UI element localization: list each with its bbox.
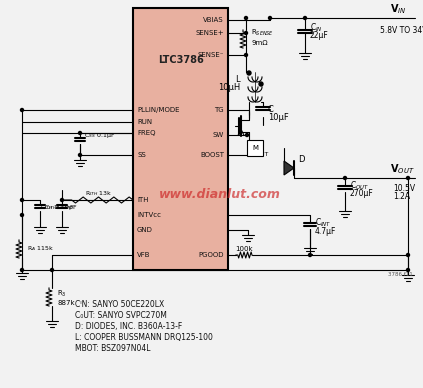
Text: MBOT: BSZ097N04L: MBOT: BSZ097N04L <box>75 344 151 353</box>
Text: SW: SW <box>213 132 224 138</box>
Text: INTVᴄᴄ: INTVᴄᴄ <box>137 212 161 218</box>
Text: 10μH: 10μH <box>218 83 240 92</box>
Text: R$_A$ 115k: R$_A$ 115k <box>27 244 54 253</box>
Text: 3786 f11: 3786 f11 <box>388 272 413 277</box>
Text: 9mΩ: 9mΩ <box>251 40 268 46</box>
Text: PLLIN/MODE: PLLIN/MODE <box>137 107 179 113</box>
Circle shape <box>79 154 82 156</box>
Circle shape <box>20 268 24 272</box>
Circle shape <box>407 253 409 256</box>
Circle shape <box>407 177 409 180</box>
Text: SENSE+: SENSE+ <box>195 30 224 36</box>
Text: VFB: VFB <box>137 252 151 258</box>
Text: C$_{ITHA}$ 10pF: C$_{ITHA}$ 10pF <box>44 203 78 211</box>
Circle shape <box>247 71 251 75</box>
Text: L: L <box>235 76 240 85</box>
Text: C$_{ITH}$ 100nF: C$_{ITH}$ 100nF <box>40 204 75 213</box>
Text: 100k: 100k <box>235 246 253 252</box>
Text: RUN: RUN <box>137 119 152 125</box>
Circle shape <box>60 199 63 201</box>
Text: M: M <box>252 145 258 151</box>
Text: GND: GND <box>137 227 153 233</box>
Text: PGOOD: PGOOD <box>198 252 224 258</box>
Circle shape <box>259 82 263 86</box>
Text: 270μF: 270μF <box>350 189 374 199</box>
Text: R$_{SENSE}$: R$_{SENSE}$ <box>251 28 274 38</box>
Circle shape <box>407 268 409 272</box>
Text: V$_{OUT}$: V$_{OUT}$ <box>390 162 415 176</box>
Text: 10μF: 10μF <box>268 113 289 121</box>
Text: R$_3$
887k: R$_3$ 887k <box>57 288 74 306</box>
Text: ITH: ITH <box>137 197 148 203</box>
Text: VBIAS: VBIAS <box>203 17 224 23</box>
Circle shape <box>20 213 24 217</box>
Text: C$_{INT}$: C$_{INT}$ <box>315 217 332 229</box>
Circle shape <box>20 109 24 111</box>
Text: CᴵN: SANYO 50CE220LX: CᴵN: SANYO 50CE220LX <box>75 300 164 309</box>
Circle shape <box>244 54 247 57</box>
Bar <box>247 140 263 156</box>
Text: C$_{OUT}$: C$_{OUT}$ <box>350 180 369 192</box>
Text: BOOST: BOOST <box>200 152 224 158</box>
Circle shape <box>20 199 24 201</box>
Text: TG: TG <box>214 107 224 113</box>
Circle shape <box>245 133 248 137</box>
Text: 5.8V TO 34V: 5.8V TO 34V <box>380 26 423 35</box>
Polygon shape <box>284 161 294 175</box>
Text: D: D <box>298 154 305 163</box>
Text: 10.5V: 10.5V <box>393 184 415 193</box>
Text: 1.2A: 1.2A <box>393 192 410 201</box>
Text: D: DIODES, INC. B360A-13-F: D: DIODES, INC. B360A-13-F <box>75 322 182 331</box>
Text: 22μF: 22μF <box>310 31 329 40</box>
Text: 4.7μF: 4.7μF <box>315 227 336 236</box>
Text: C$_{IN}$: C$_{IN}$ <box>310 22 323 34</box>
Text: V$_{IN}$: V$_{IN}$ <box>390 2 407 16</box>
Circle shape <box>79 132 82 135</box>
Circle shape <box>303 17 307 19</box>
Circle shape <box>50 268 53 272</box>
Bar <box>133 8 228 270</box>
Text: LTC3786: LTC3786 <box>158 55 203 65</box>
Text: www.dianlut.com: www.dianlut.com <box>159 189 281 201</box>
Text: FREQ: FREQ <box>137 130 156 136</box>
Text: SENSE⁻: SENSE⁻ <box>198 52 224 58</box>
Text: C$_{SS}$ 0.1μF: C$_{SS}$ 0.1μF <box>84 130 115 140</box>
Circle shape <box>269 17 272 19</box>
Circle shape <box>343 177 346 180</box>
Text: C: C <box>268 104 274 114</box>
Text: SS: SS <box>137 152 146 158</box>
Circle shape <box>244 17 247 19</box>
Text: MBOT: MBOT <box>250 152 268 158</box>
Text: C₀UT: SANYO SVPC270M: C₀UT: SANYO SVPC270M <box>75 311 167 320</box>
Text: R$_{ITH}$ 13k: R$_{ITH}$ 13k <box>85 190 112 198</box>
Text: L: COOPER BUSSMANN DRQ125-100: L: COOPER BUSSMANN DRQ125-100 <box>75 333 213 342</box>
Circle shape <box>244 31 247 35</box>
Circle shape <box>308 253 311 256</box>
